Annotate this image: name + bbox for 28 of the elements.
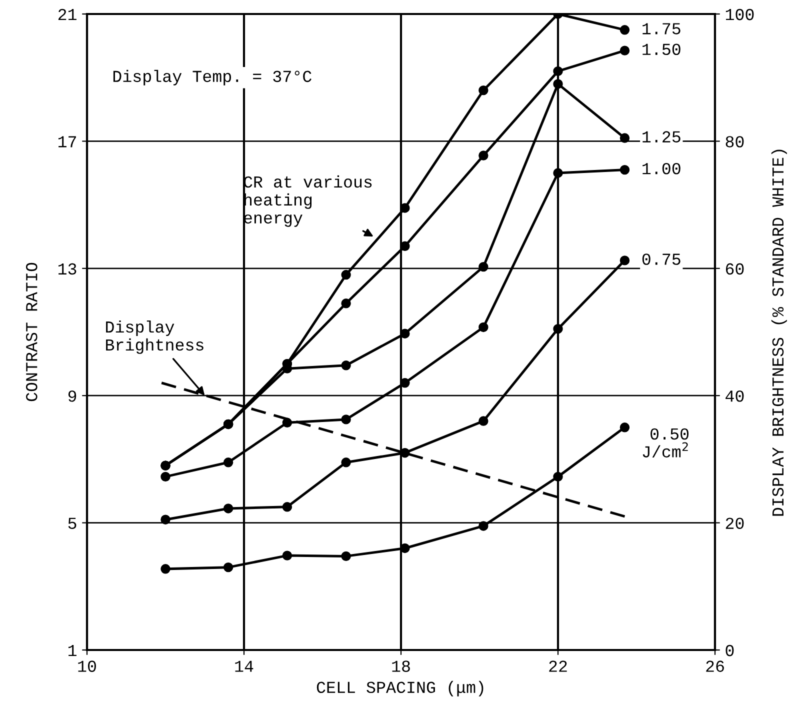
series-label: 0.50 J/cm$^{2}$: [642, 428, 689, 458]
series-label: 1.75: [642, 23, 680, 34]
annotation: Display Temp. = 37°C: [113, 70, 312, 86]
y-tick-label: 17: [58, 136, 76, 148]
y2-tick-label: 60: [726, 263, 744, 275]
y2-tick-label: 100: [726, 8, 754, 20]
series-label: 1.00: [642, 162, 680, 174]
y2-axis-title: DISPLAY BRIGHTNESS (% STANDARD WHITE): [771, 150, 787, 516]
y2-tick-label: 20: [726, 518, 744, 530]
series-label: 1.25: [642, 131, 680, 142]
y-tick-label: 1: [68, 645, 76, 656]
y-tick-label: 5: [68, 518, 76, 530]
y2-tick-label: 0: [726, 644, 734, 656]
y2-tick-label: 80: [726, 136, 744, 148]
x-tick-label: 14: [235, 660, 254, 672]
y-axis-title: CONTRAST RATIO: [26, 262, 38, 402]
annotation: Display Brightness: [106, 320, 204, 354]
series-label: 0.75: [642, 254, 680, 265]
series-label: 1.50: [642, 44, 680, 56]
x-tick-label: 22: [549, 660, 567, 672]
y-tick-label: 21: [58, 8, 76, 20]
y-tick-label: 13: [58, 263, 76, 275]
y-tick-label: 9: [68, 390, 76, 402]
x-axis-title: CELL SPACING (μm): [316, 680, 484, 696]
x-tick-label: 18: [392, 660, 410, 672]
x-tick-label: 10: [78, 660, 96, 672]
x-tick-label: 26: [706, 660, 724, 672]
y2-tick-label: 40: [726, 390, 744, 402]
